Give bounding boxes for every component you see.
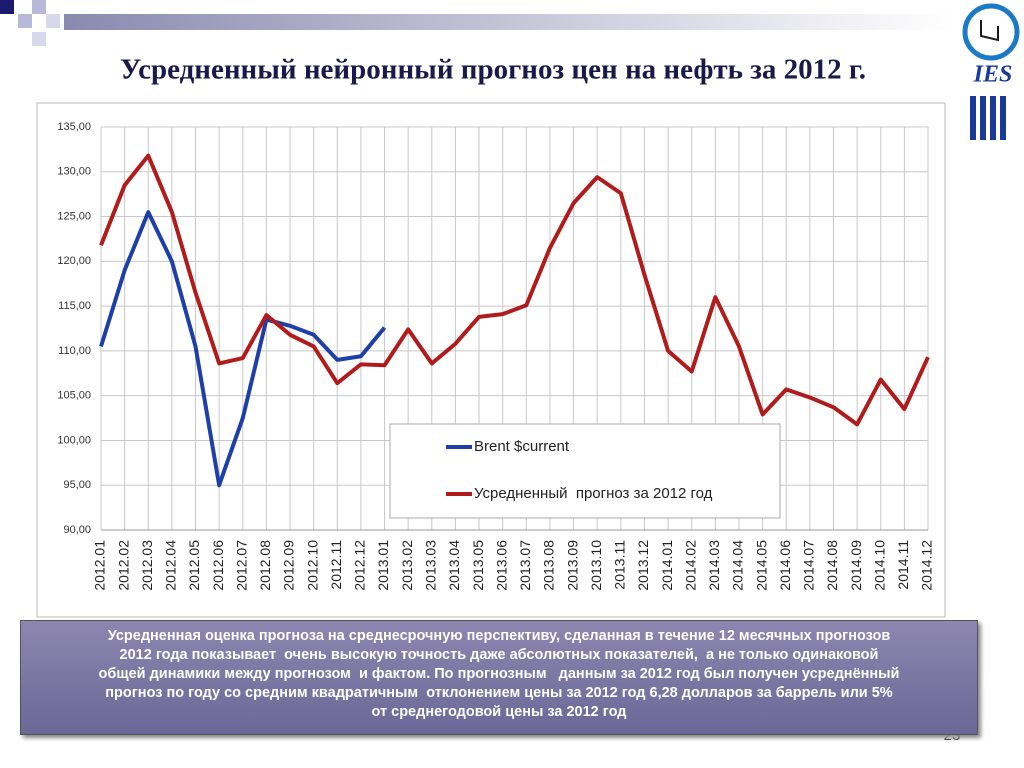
x-tick-label: 2013.02	[399, 540, 415, 591]
x-tick-label: 2013.11	[612, 540, 628, 590]
x-tick-label: 2012.05	[186, 540, 202, 591]
x-tick-label: 2012.09	[281, 540, 297, 591]
logo-text: IES	[973, 62, 1013, 88]
y-tick-label: 100,00	[57, 434, 91, 446]
header-bar	[64, 14, 954, 30]
x-tick-label: 2014.11	[895, 540, 911, 590]
note-line: прогноз по году со средним квадратичным …	[105, 685, 893, 701]
note-box: Усредненная оценка прогноза на среднесро…	[20, 620, 978, 735]
x-tick-label: 2012.02	[115, 540, 131, 591]
y-tick-label: 135,00	[57, 121, 91, 133]
x-tick-label: 2013.12	[635, 540, 651, 591]
x-tick-label: 2012.10	[304, 540, 320, 591]
logo-mark	[980, 20, 999, 42]
x-tick-label: 2013.10	[588, 540, 604, 591]
chart-frame	[36, 102, 946, 618]
x-tick-label: 2014.04	[730, 540, 746, 591]
x-tick-label: 2012.04	[163, 540, 179, 591]
x-tick-label: 2013.03	[423, 540, 439, 591]
x-tick-label: 2013.08	[541, 540, 557, 591]
x-tick-label: 2012.08	[257, 540, 273, 591]
y-tick-label: 105,00	[57, 390, 91, 402]
x-tick-label: 2014.07	[801, 540, 817, 591]
x-tick-label: 2014.05	[753, 540, 769, 591]
x-tick-label: 2013.05	[470, 540, 486, 591]
decor	[0, 0, 14, 14]
note-line: от среднегодовой цены за 2012 год	[371, 704, 627, 720]
y-tick-label: 110,00	[58, 345, 91, 357]
y-tick-label: 130,00	[57, 166, 91, 178]
x-tick-label: 2014.08	[824, 540, 840, 591]
legend	[389, 423, 781, 519]
logo-bar	[980, 96, 986, 140]
decor	[46, 14, 60, 28]
x-tick-label: 2014.12	[919, 540, 935, 591]
x-tick-label: 2013.09	[564, 540, 580, 591]
logo-circle	[962, 3, 1020, 61]
y-tick-label: 90,00	[63, 524, 91, 536]
note-line: Усредненная оценка прогноза на среднесро…	[107, 628, 891, 644]
legend-label: Усредненный прогноз за 2012 год	[474, 485, 713, 502]
note-line: 2012 года показывает очень высокую точно…	[119, 647, 879, 663]
x-tick-label: 2013.07	[517, 540, 533, 591]
x-tick-label: 2014.03	[706, 540, 722, 591]
note-line: общей динамики между прогнозом и фактом.…	[98, 666, 900, 682]
x-tick-label: 2014.01	[659, 540, 675, 591]
y-tick-label: 115,00	[58, 300, 91, 312]
y-tick-label: 125,00	[57, 210, 91, 222]
y-tick-label: 120,00	[57, 255, 91, 267]
x-tick-label: 2014.10	[871, 540, 887, 591]
x-tick-label: 2013.04	[446, 540, 462, 591]
y-tick-label: 95,00	[63, 479, 91, 491]
logo-bar	[990, 96, 996, 140]
decor	[18, 14, 32, 28]
logo-bar	[970, 96, 976, 140]
slide-title: Усредненный нейронный прогноз цен на неф…	[120, 54, 866, 86]
x-tick-label: 2013.06	[493, 540, 509, 591]
x-tick-label: 2014.09	[848, 540, 864, 591]
x-tick-label: 2012.06	[210, 540, 226, 591]
decor	[32, 0, 46, 14]
x-tick-label: 2012.12	[352, 540, 368, 591]
x-tick-label: 2012.03	[139, 540, 155, 591]
x-tick-label: 2012.11	[328, 540, 344, 590]
x-tick-label: 2014.02	[682, 540, 698, 591]
decor	[32, 32, 46, 46]
logo-bar	[1000, 96, 1006, 140]
x-tick-label: 2013.01	[375, 540, 391, 591]
series-line	[99, 210, 387, 488]
series-line	[99, 153, 930, 427]
x-tick-label: 2012.07	[233, 540, 249, 591]
x-tick-label: 2012.01	[92, 540, 108, 591]
x-tick-label: 2014.06	[777, 540, 793, 591]
legend-label: Brent $current	[474, 438, 570, 455]
